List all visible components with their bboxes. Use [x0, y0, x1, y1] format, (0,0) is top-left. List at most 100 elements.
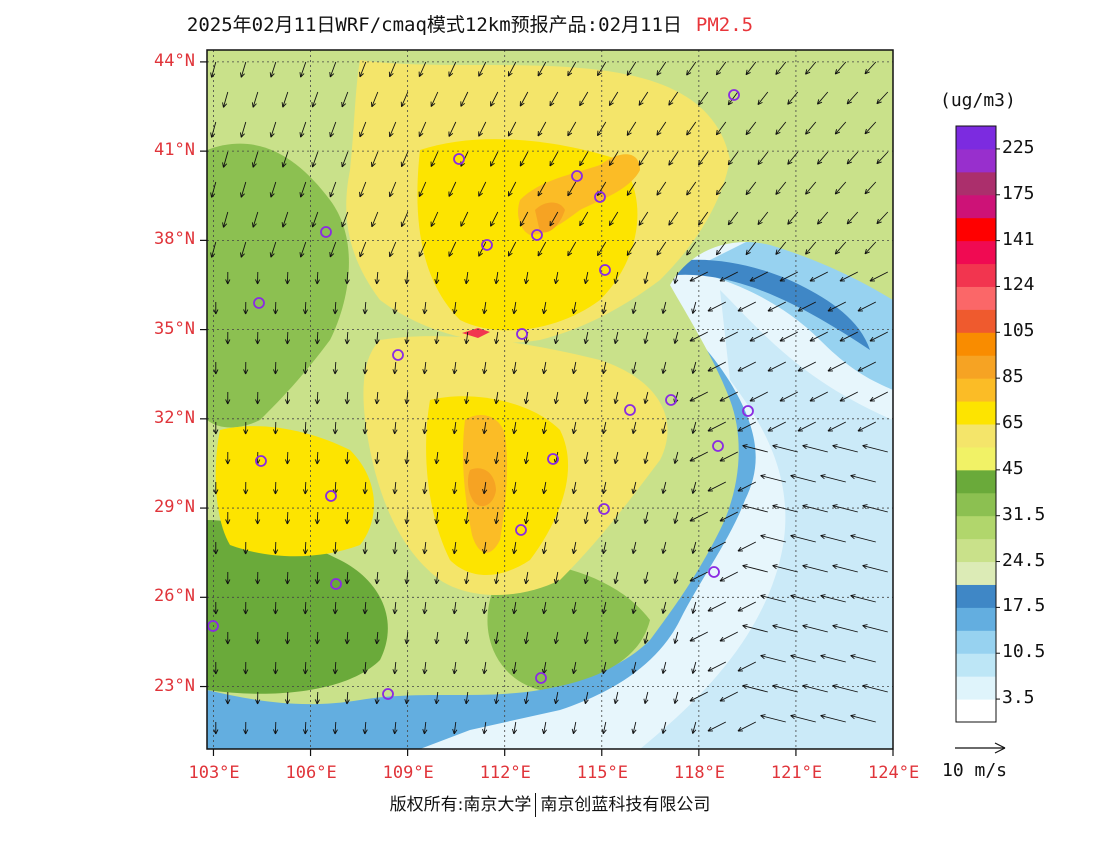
wind-arrow	[392, 721, 398, 735]
wind-arrow	[430, 91, 439, 107]
wind-arrow	[269, 121, 277, 138]
wind-arrow	[452, 481, 458, 495]
wind-arrow	[314, 511, 320, 525]
wind-arrow	[668, 151, 679, 166]
wind-arrow	[225, 391, 231, 405]
wind-arrow	[448, 181, 457, 197]
wind-arrow	[314, 451, 320, 465]
wind-arrow	[464, 631, 470, 645]
wind-arrow	[745, 181, 757, 196]
wind-arrow	[583, 391, 589, 405]
wind-arrow	[876, 91, 889, 105]
colorbar-label: 3.5	[1002, 687, 1035, 709]
wind-arrow	[737, 661, 757, 672]
lon-label: 112°E	[479, 763, 531, 783]
wind-arrow	[418, 241, 427, 257]
colorbar-swatch	[956, 401, 996, 425]
wind-arrow	[567, 181, 577, 197]
wind-arrow	[434, 631, 440, 645]
wind-arrow	[507, 61, 517, 77]
wind-arrow	[519, 211, 529, 227]
colorbar-swatch	[956, 148, 996, 173]
wind-arrow	[689, 691, 709, 702]
wind-arrow	[243, 541, 249, 555]
wind-arrow	[329, 241, 337, 258]
wind-arrow	[760, 474, 786, 483]
lon-label: 118°E	[673, 763, 726, 783]
wind-arrow	[757, 91, 769, 106]
wind-arrow	[862, 564, 888, 573]
city-marker	[712, 440, 724, 452]
wind-arrow	[839, 391, 859, 402]
wind-arrow	[269, 181, 277, 198]
colorbar-label: 225	[1002, 136, 1035, 158]
copyright-company: 南京创蓝科技有限公司	[540, 795, 711, 815]
wind-arrow	[537, 61, 547, 77]
wind-arrow	[809, 271, 829, 282]
wind-arrow	[362, 541, 368, 555]
wind-arrow	[673, 631, 679, 644]
wind-arrow	[314, 271, 320, 285]
wind-arrow	[434, 331, 440, 345]
wind-arrow	[597, 121, 607, 137]
wind-arrow	[511, 601, 518, 615]
colorbar-swatch	[956, 424, 996, 448]
wind-arrow	[418, 61, 427, 77]
wind-arrow	[213, 301, 219, 315]
wind-arrow	[846, 91, 859, 105]
colorbar-swatch	[956, 538, 996, 563]
wind-arrow	[251, 91, 259, 108]
wind-arrow	[332, 541, 338, 555]
wind-arrow	[608, 211, 619, 226]
wind-arrow	[482, 301, 488, 315]
wind-arrow	[549, 211, 559, 227]
wind-arrow	[820, 654, 846, 663]
wind-arrow	[850, 594, 876, 603]
wind-arrow	[362, 661, 368, 675]
map-field	[207, 50, 893, 749]
wind-arrow	[719, 331, 739, 342]
colorbar-swatch	[956, 561, 996, 585]
wind-arrow	[430, 211, 439, 227]
wind-arrow	[631, 481, 637, 494]
wind-arrow	[464, 691, 470, 705]
wind-arrow	[767, 421, 787, 432]
wind-arrow	[284, 391, 291, 405]
wind-arrow	[299, 61, 307, 78]
wind-arrow	[707, 421, 727, 432]
city-marker	[624, 404, 636, 416]
wind-arrow	[742, 684, 768, 693]
wind-arrow	[820, 534, 846, 543]
wind-arrow	[255, 571, 261, 585]
city-marker	[207, 620, 219, 632]
wind-arrow	[400, 211, 409, 228]
wind-vectors	[210, 61, 889, 735]
wind-arrow	[422, 661, 428, 675]
wind-arrow	[281, 211, 289, 228]
wind-arrow	[839, 331, 859, 342]
wind-arrow	[374, 691, 380, 705]
wind-arrow	[430, 151, 439, 167]
wind-arrow	[742, 564, 768, 573]
wind-arrow	[553, 691, 559, 705]
wind-arrow	[225, 691, 231, 705]
wind-arrow	[876, 151, 889, 165]
title-text: 2025年02月11日WRF/cmaq模式12km预报产品:02月11日	[186, 14, 682, 36]
wind-arrow	[371, 211, 379, 228]
wind-arrow	[434, 691, 440, 705]
colorbar-swatch	[956, 446, 996, 471]
wind-arrow	[631, 301, 637, 314]
wind-arrow	[834, 61, 847, 75]
wind-arrow	[537, 241, 547, 257]
colorbar-swatch	[956, 355, 996, 379]
wind-arrow	[541, 421, 547, 435]
wind-arrow	[210, 121, 217, 138]
wind-arrow	[715, 121, 727, 136]
wind-arrow	[742, 624, 768, 633]
wind-arrow	[661, 601, 667, 614]
wind-arrow	[464, 391, 470, 405]
colorbar-label: 45	[1002, 457, 1024, 479]
wind-arrow	[719, 571, 739, 582]
wind-arrow	[511, 541, 518, 555]
wind-arrow	[272, 421, 279, 435]
